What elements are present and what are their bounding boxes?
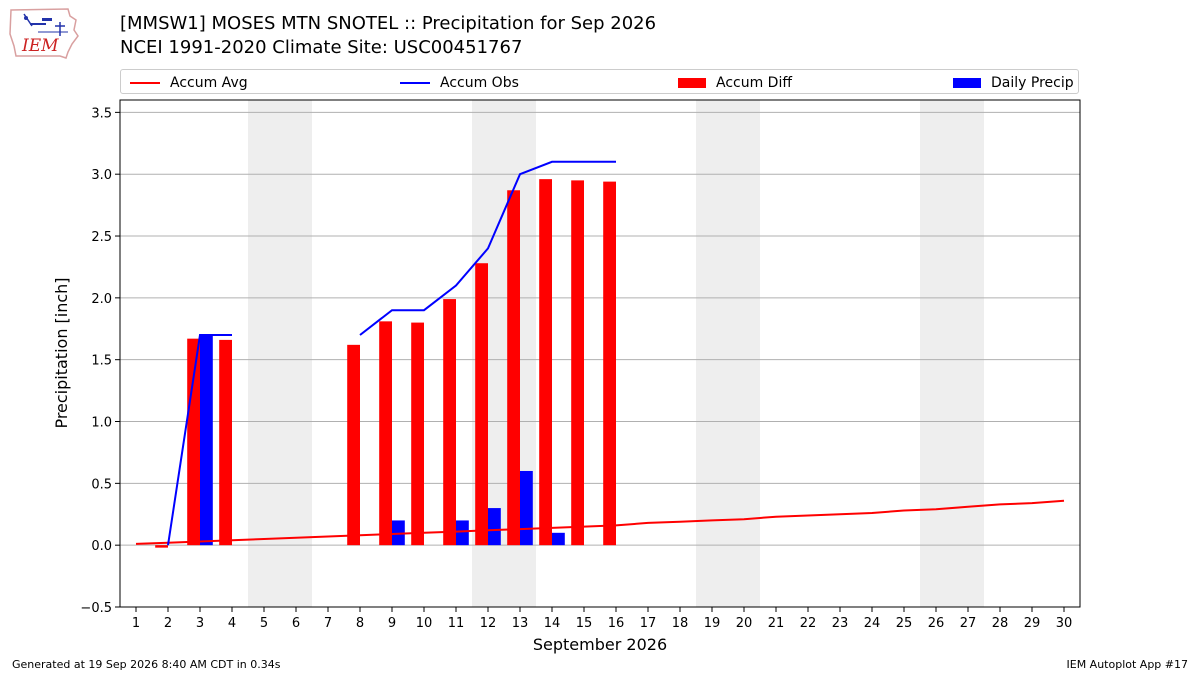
y-tick-label: 1.0: [91, 416, 112, 431]
x-tick-label: 1: [132, 616, 140, 631]
accum-diff-bar: [603, 181, 616, 546]
x-tick-label: 25: [896, 616, 913, 631]
x-axis-label: September 2026: [533, 635, 667, 654]
legend-label-accum-diff: Accum Diff: [716, 74, 793, 91]
x-tick-label: 22: [800, 616, 817, 631]
legend-label-accum-avg: Accum Avg: [170, 74, 248, 91]
logo-text: IEM: [21, 36, 59, 56]
x-tick-label: 8: [356, 616, 364, 631]
x-tick-label: 27: [960, 616, 977, 631]
legend-item-accum-obs: Accum Obs: [400, 70, 519, 95]
x-tick-label: 4: [228, 616, 236, 631]
weekend-band-1: [248, 100, 312, 607]
daily-precip-bar: [520, 470, 533, 546]
footer-app-text: IEM Autoplot App #17: [1066, 658, 1189, 671]
accum-diff-bar: [443, 299, 456, 546]
x-tick-label: 6: [292, 616, 300, 631]
x-tick-label: 3: [196, 616, 204, 631]
daily-precip-bar: [200, 334, 213, 546]
plot-frame: [119, 99, 1081, 608]
footer-generated-text: Generated at 19 Sep 2026 8:40 AM CDT in …: [12, 658, 281, 671]
legend-swatch-accum-obs: [400, 81, 430, 84]
legend-item-accum-diff: Accum Diff: [678, 70, 792, 95]
x-tick-label: 28: [992, 616, 1009, 631]
title-line-2: NCEI 1991-2020 Climate Site: USC00451767: [120, 37, 523, 58]
accum-obs-line: [359, 160, 616, 336]
x-tick-label: 14: [544, 616, 561, 631]
y-axis-label: Precipitation [inch]: [52, 277, 71, 428]
y-tick-label: 3.5: [91, 106, 112, 121]
x-tick-label: 15: [576, 616, 593, 631]
legend-item-accum-avg: Accum Avg: [130, 70, 248, 95]
accum-diff-bar: [379, 321, 392, 546]
x-tick-label: 2: [164, 616, 172, 631]
x-tick-label: 30: [1056, 616, 1073, 631]
legend-swatch-accum-avg: [130, 81, 160, 84]
daily-precip-bar: [488, 508, 501, 546]
daily-precip-bar: [552, 532, 565, 546]
x-tick-label: 5: [260, 616, 268, 631]
x-tick-label: 29: [1024, 616, 1041, 631]
x-tick-label: 10: [416, 616, 433, 631]
x-tick-label: 23: [832, 616, 849, 631]
accum-diff-bar: [411, 322, 424, 546]
x-tick-label: 26: [928, 616, 945, 631]
accum-obs-line: [167, 334, 232, 546]
bar-layer: [155, 179, 616, 548]
chart-title: [MMSW1] MOSES MTN SNOTEL :: Precipitatio…: [120, 12, 656, 60]
weekend-band-4: [920, 100, 984, 607]
legend-swatch-daily-precip: [953, 77, 981, 88]
accum-diff-bar: [155, 545, 168, 548]
legend-label-daily-precip: Daily Precip: [991, 74, 1074, 91]
accum-diff-bar: [475, 263, 488, 546]
x-tick-label: 16: [608, 616, 625, 631]
iem-iowa-logo-icon: IEM: [8, 6, 80, 60]
y-tick-label: 0.5: [91, 477, 112, 492]
y-tick-label: −0.5: [80, 601, 112, 616]
accum-diff-bar: [187, 338, 200, 546]
weekend-shading-layer: [248, 100, 984, 607]
x-tick-label: 9: [388, 616, 396, 631]
daily-precip-bar: [456, 520, 469, 546]
accum-diff-bar: [347, 344, 360, 546]
accum-avg-line: [135, 499, 1065, 545]
legend-swatch-accum-diff: [678, 77, 706, 88]
x-tick-label: 7: [324, 616, 332, 631]
weekend-band-3: [696, 100, 760, 607]
x-tick-label: 19: [704, 616, 721, 631]
accum-diff-bar: [219, 339, 232, 546]
y-tick-label: 2.0: [91, 292, 112, 307]
accum-diff-bar: [539, 179, 552, 546]
legend: Accum Avg Accum Obs Accum Diff Daily Pre…: [120, 69, 1079, 94]
x-tick-label: 11: [448, 616, 465, 631]
y-tick-label: 3.0: [91, 168, 112, 183]
axis-layer: −0.50.00.51.01.52.02.53.03.51 2 3 4 5 6 7 8 9 10 1…: [80, 106, 1072, 631]
x-tick-label: 13: [512, 616, 529, 631]
legend-label-accum-obs: Accum Obs: [440, 74, 519, 91]
y-tick-label: 2.5: [91, 230, 112, 245]
accum-diff-bar: [571, 180, 584, 546]
legend-item-daily-precip: Daily Precip: [953, 70, 1074, 95]
title-line-1: [MMSW1] MOSES MTN SNOTEL :: Precipitatio…: [120, 13, 657, 34]
y-tick-label: 1.5: [91, 354, 112, 369]
x-tick-label: 18: [672, 616, 689, 631]
line-layer: [135, 160, 1065, 546]
x-tick-label: 24: [864, 616, 881, 631]
x-tick-label: 21: [768, 616, 785, 631]
x-tick-label: 17: [640, 616, 657, 631]
x-tick-label: 20: [736, 616, 753, 631]
x-tick-label: 12: [480, 616, 497, 631]
y-tick-label: 0.0: [91, 539, 112, 554]
accum-diff-bar: [507, 190, 520, 546]
